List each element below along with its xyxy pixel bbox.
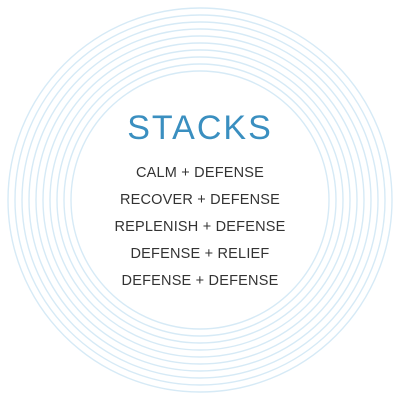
list-item: DEFENSE + RELIEF (130, 246, 270, 262)
stacks-list: CALM + DEFENSE RECOVER + DEFENSE REPLENI… (0, 160, 400, 295)
list-item: REPLENISH + DEFENSE (114, 219, 286, 235)
list-item: CALM + DEFENSE (135, 165, 265, 181)
list-item: DEFENSE + DEFENSE (121, 273, 279, 289)
decorative-ring (21, 21, 379, 379)
decorative-ring (7, 7, 393, 393)
page-title: STACKS (127, 109, 273, 147)
decorative-ring (63, 63, 337, 337)
decorative-ring (14, 14, 386, 386)
decorative-ring (28, 28, 372, 372)
decorative-ring (49, 49, 351, 351)
decorative-ring (42, 42, 358, 358)
decorative-ring (70, 70, 330, 330)
decorative-ring (56, 56, 344, 344)
decorative-ring (35, 35, 365, 365)
list-item: RECOVER + DEFENSE (119, 192, 281, 208)
